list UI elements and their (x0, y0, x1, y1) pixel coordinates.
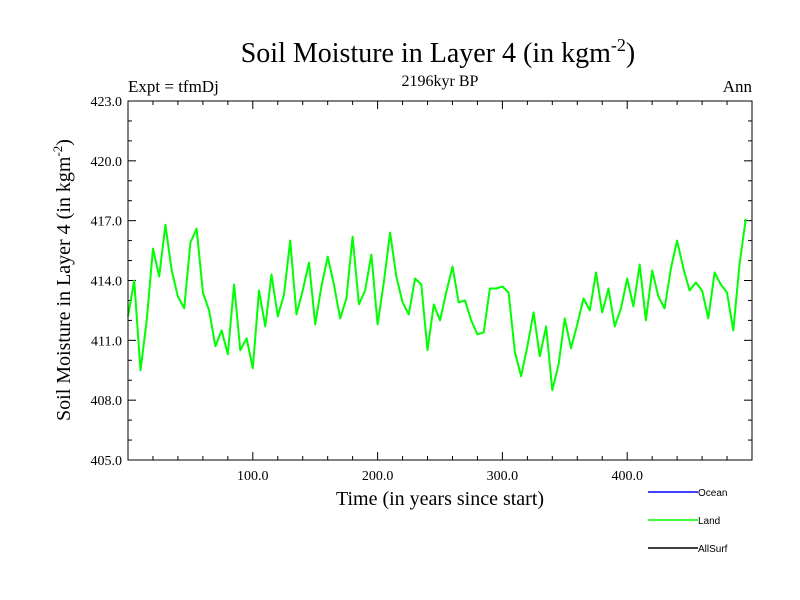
y-axis-label-superscript: -2 (50, 146, 65, 157)
chart-title-main: Soil Moisture in Layer 4 (in kgm (241, 38, 611, 69)
x-tick-label: 400.0 (611, 469, 643, 484)
x-tick-label: 300.0 (487, 469, 519, 484)
x-tick-label: 200.0 (362, 469, 394, 484)
legend-label-land: Land (698, 516, 720, 527)
legend-label-allsurf: AllSurf (698, 544, 728, 555)
y-axis-label: Soil Moisture in Layer 4 (in kgm-2) (50, 139, 75, 421)
y-tick-label: 408.0 (91, 394, 123, 409)
y-tick-label: 411.0 (91, 334, 122, 349)
season-label: Ann (723, 77, 753, 96)
experiment-label: Expt = tfmDj (128, 77, 219, 96)
y-tick-label: 420.0 (91, 155, 123, 170)
y-axis-label-main: Soil Moisture in Layer 4 (in kgm (53, 156, 75, 421)
x-tick-label: 100.0 (237, 469, 269, 484)
y-tick-label: 405.0 (91, 454, 123, 469)
legend-label-ocean: Ocean (698, 488, 727, 499)
chart-title-superscript: -2 (611, 35, 626, 55)
legend: Ocean Land AllSurf (648, 488, 728, 555)
x-axis-label: Time (in years since start) (336, 488, 544, 510)
series-layer (127, 218, 747, 392)
chart-title: Soil Moisture in Layer 4 (in kgm-2) (241, 35, 636, 69)
y-tick-label: 423.0 (91, 95, 123, 110)
chart-subtitle: 2196kyr BP (402, 73, 479, 90)
plot-frame (127, 100, 753, 461)
y-tick-label: 414.0 (91, 275, 123, 290)
y-axis-label-suffix: ) (53, 139, 75, 146)
y-tick-label: 417.0 (91, 215, 123, 230)
chart-title-suffix: ) (626, 38, 635, 69)
series-line-land (127, 218, 747, 392)
